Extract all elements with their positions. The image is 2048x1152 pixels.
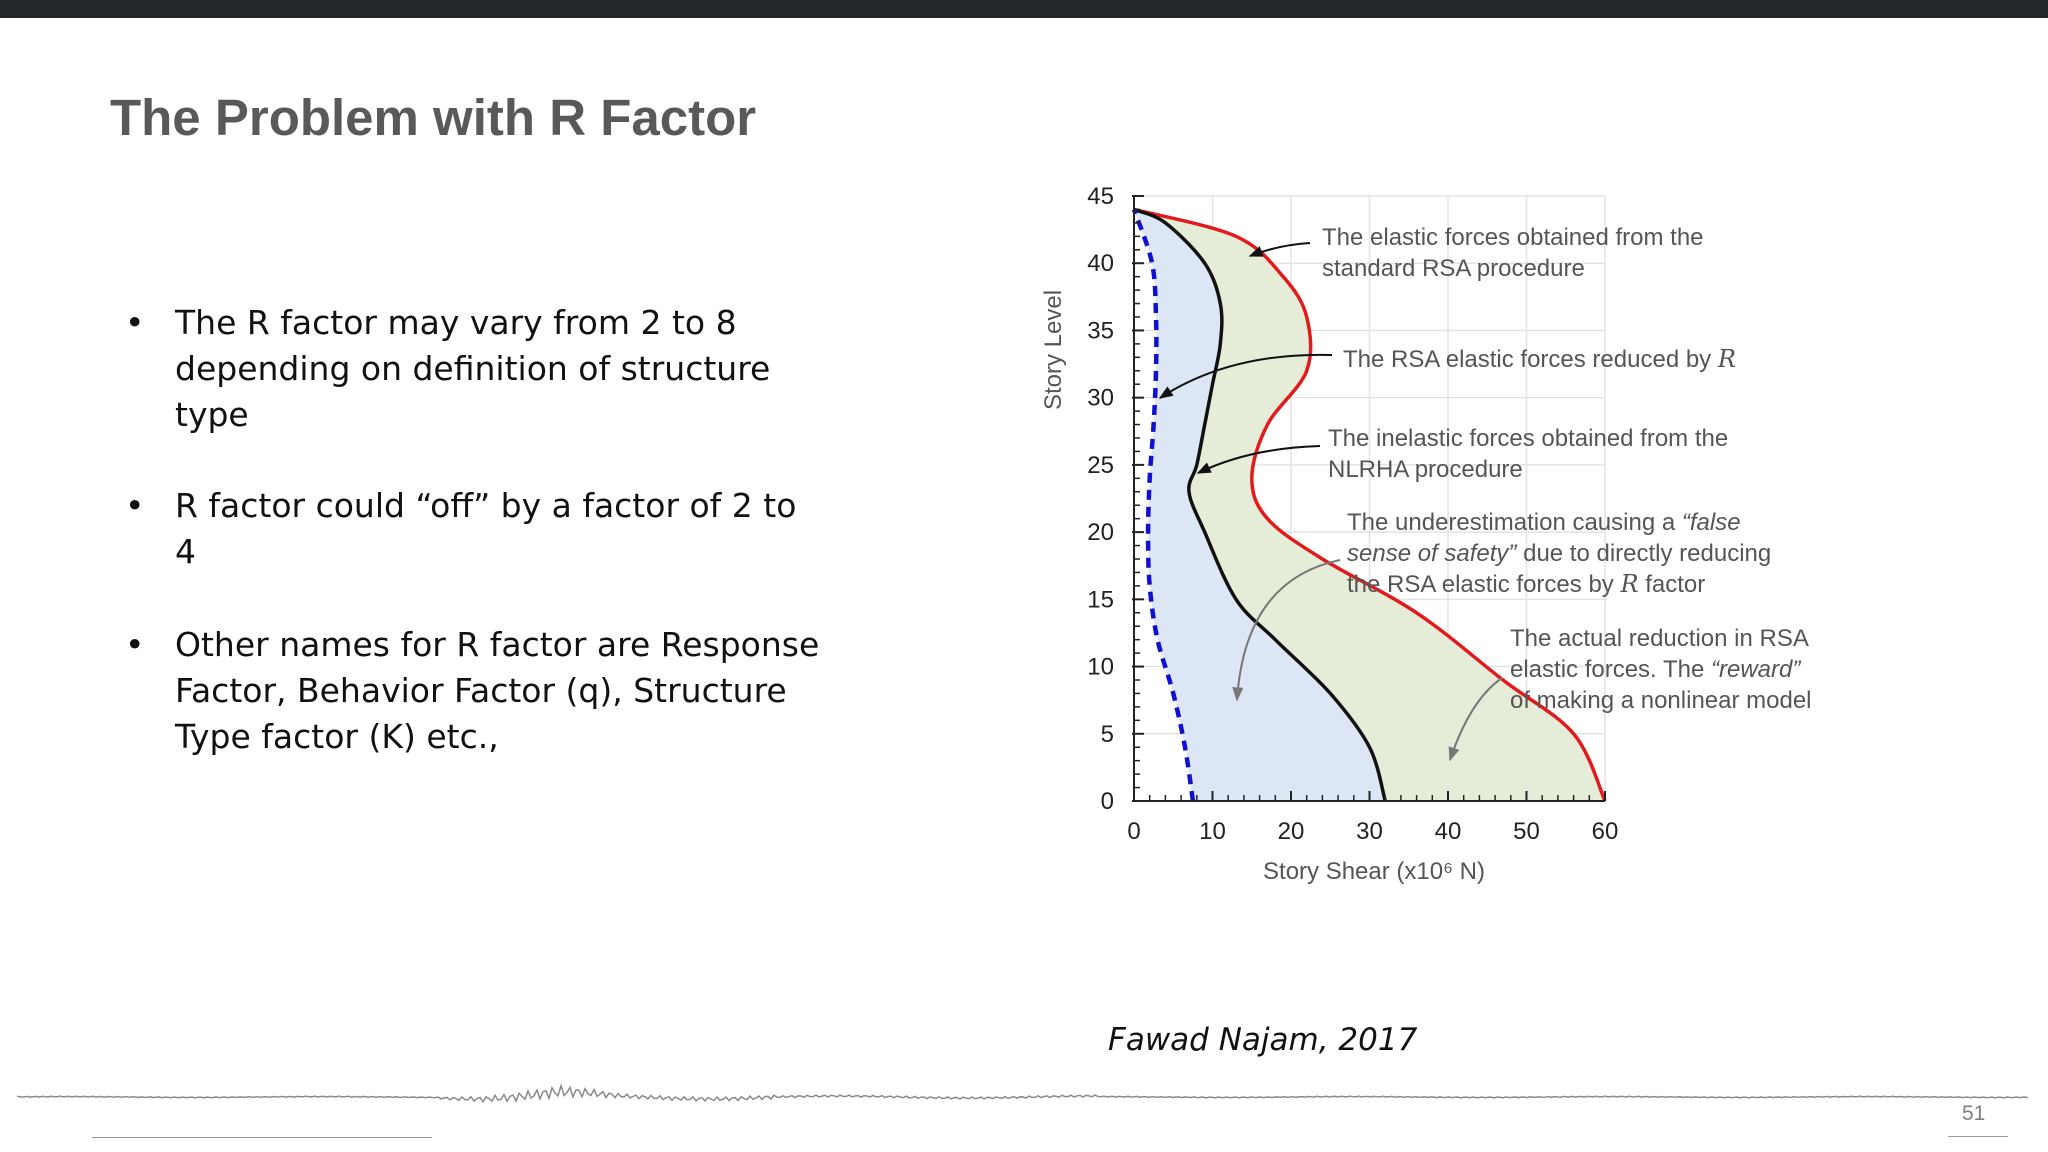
bullet-item: • R factor could “off” by a factor of 2 … — [125, 483, 825, 575]
pointer-arrow-inelastic — [1196, 445, 1321, 474]
x-tick-label: 30 — [1356, 818, 1383, 845]
x-axis-label: Story Shear (x10⁶ N) — [1263, 858, 1485, 885]
inelastic-force-curve — [1133, 207, 1387, 802]
y-tick-label: 40 — [1087, 250, 1114, 277]
pointer-arrow-false-safety — [1232, 559, 1341, 702]
x-tick-label: 60 — [1592, 818, 1619, 845]
footer-line — [92, 1137, 432, 1138]
x-tick-label: 40 — [1435, 818, 1462, 845]
y-tick-label: 15 — [1087, 586, 1114, 613]
bullet-dot: • — [125, 625, 145, 664]
y-tick-label: 25 — [1087, 452, 1114, 479]
y-tick-label: 20 — [1087, 519, 1114, 546]
pointer-arrow-reward — [1448, 677, 1503, 762]
x-tick-label: 10 — [1199, 818, 1226, 845]
annotation-reward: The actual reduction in RSA elastic force… — [1510, 625, 1812, 714]
seismic-waveform-decoration — [17, 1083, 2029, 1104]
pointer-arrow-reduced — [1158, 353, 1333, 399]
bullet-dot: • — [125, 486, 145, 525]
y-axis-label: Story Level — [1040, 290, 1067, 410]
annotation-inelastic-forces: The inelastic forces obtained from the NL… — [1328, 425, 1728, 483]
page-number: 51 — [1962, 1102, 1986, 1125]
y-tick-label: 45 — [1087, 183, 1114, 210]
x-tick-label: 20 — [1278, 818, 1305, 845]
false-safety-region — [1134, 209, 1386, 801]
bullet-text: The R factor may vary from 2 to 8 depend… — [175, 303, 771, 434]
y-tick-label: 0 — [1101, 788, 1114, 815]
x-tick-label: 0 — [1127, 818, 1140, 845]
slide-title: The Problem with R Factor — [110, 89, 757, 146]
reduced-elastic-force-curve — [1131, 208, 1196, 802]
elastic-force-curve — [1133, 207, 1607, 802]
reward-region — [1134, 209, 1605, 801]
annotation-false-safety: The underestimation causing a “false sens… — [1347, 509, 1771, 598]
citation: Fawad Najam, 2017 — [1108, 1022, 1418, 1058]
window-top-bar — [0, 0, 2048, 18]
annotation-elastic-forces: The elastic forces obtained from the stan… — [1322, 224, 1704, 282]
x-tick-label: 50 — [1513, 818, 1540, 845]
bullet-text: R factor could “off” by a factor of 2 to… — [175, 486, 797, 571]
annotation-reduced-forces: The RSA elastic forces reduced by R — [1343, 345, 1736, 373]
bullet-text: Other names for R factor are Response Fa… — [175, 625, 820, 756]
y-tick-label: 5 — [1101, 721, 1114, 748]
pointer-arrow-elastic — [1248, 242, 1311, 257]
bullet-item: • Other names for R factor are Response … — [125, 622, 825, 760]
y-tick-label: 30 — [1087, 385, 1114, 412]
bullet-dot: • — [125, 303, 145, 342]
y-tick-label: 35 — [1087, 317, 1114, 344]
bullet-item: • The R factor may vary from 2 to 8 depe… — [125, 300, 825, 438]
seismic-waveform — [17, 1083, 2029, 1104]
y-tick-label: 10 — [1087, 654, 1114, 681]
page-number-underline — [1948, 1136, 2008, 1137]
